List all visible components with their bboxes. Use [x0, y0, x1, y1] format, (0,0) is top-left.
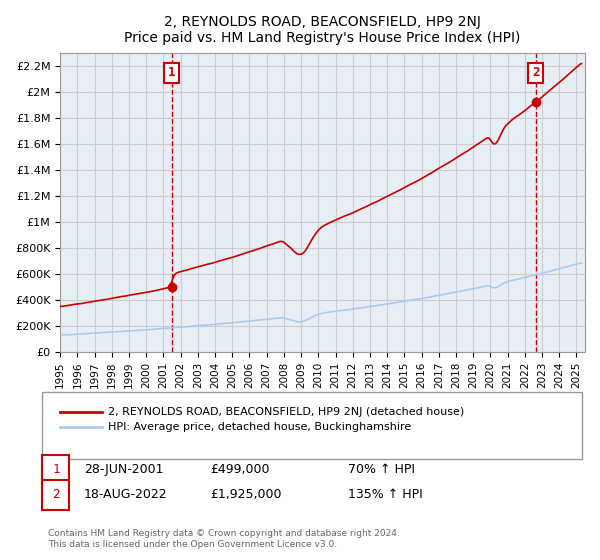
Text: £1,925,000: £1,925,000 [210, 488, 281, 501]
Text: 135% ↑ HPI: 135% ↑ HPI [348, 488, 423, 501]
Text: 2: 2 [532, 66, 539, 80]
Text: 1: 1 [52, 463, 59, 476]
Text: Contains HM Land Registry data © Crown copyright and database right 2024.
This d: Contains HM Land Registry data © Crown c… [48, 529, 400, 549]
Text: 1: 1 [168, 66, 176, 80]
Title: 2, REYNOLDS ROAD, BEACONSFIELD, HP9 2NJ
Price paid vs. HM Land Registry's House : 2, REYNOLDS ROAD, BEACONSFIELD, HP9 2NJ … [124, 15, 521, 45]
Text: £499,000: £499,000 [210, 463, 269, 476]
Text: HPI: Average price, detached house, Buckinghamshire: HPI: Average price, detached house, Buck… [108, 422, 411, 432]
Text: 2: 2 [52, 488, 59, 501]
Text: 28-JUN-2001: 28-JUN-2001 [84, 463, 163, 476]
Text: 70% ↑ HPI: 70% ↑ HPI [348, 463, 415, 476]
Text: 2, REYNOLDS ROAD, BEACONSFIELD, HP9 2NJ (detached house): 2, REYNOLDS ROAD, BEACONSFIELD, HP9 2NJ … [108, 407, 464, 417]
Text: 18-AUG-2022: 18-AUG-2022 [84, 488, 167, 501]
